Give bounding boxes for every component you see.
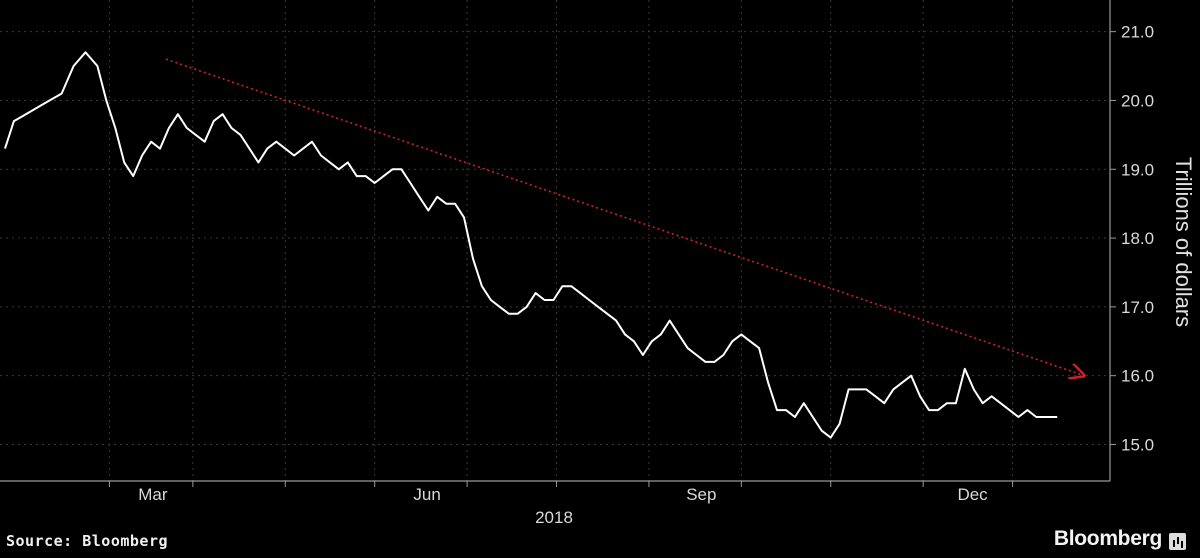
y-tick-label: 21.0 xyxy=(1121,23,1154,42)
x-tick-label: Sep xyxy=(686,485,716,504)
y-axis-ticks: 21.0 20.0 19.0 18.0 17.0 16.0 15.0 xyxy=(1110,23,1154,454)
horizontal-gridlines xyxy=(0,31,1110,445)
y-tick-label: 17.0 xyxy=(1121,298,1154,317)
x-axis-ticks: Mar Jun Sep Dec xyxy=(108,481,1014,504)
trend-arrow xyxy=(165,58,1084,376)
vertical-gridlines xyxy=(108,0,1014,481)
x-tick-label: Jun xyxy=(413,485,440,504)
y-tick-label: 16.0 xyxy=(1121,367,1154,386)
bloomberg-logo: Bloomberg xyxy=(1053,527,1162,550)
x-tick-label: Dec xyxy=(957,485,988,504)
series-line xyxy=(4,51,1058,439)
x-tick-label: Mar xyxy=(138,485,168,504)
y-axis-title: Trillions of dollars xyxy=(1171,157,1196,327)
y-tick-label: 18.0 xyxy=(1121,229,1154,248)
line-chart: 21.0 20.0 19.0 18.0 17.0 16.0 15.0 Mar Jun Sep De… xyxy=(0,0,1196,525)
bloomberg-chart-icon xyxy=(1169,533,1186,550)
source-note: Source: Bloomberg xyxy=(6,532,169,550)
y-tick-label: 20.0 xyxy=(1121,91,1154,110)
y-tick-label: 15.0 xyxy=(1121,435,1154,454)
y-tick-label: 19.0 xyxy=(1121,160,1154,179)
x-axis-year-label: 2018 xyxy=(535,508,573,525)
